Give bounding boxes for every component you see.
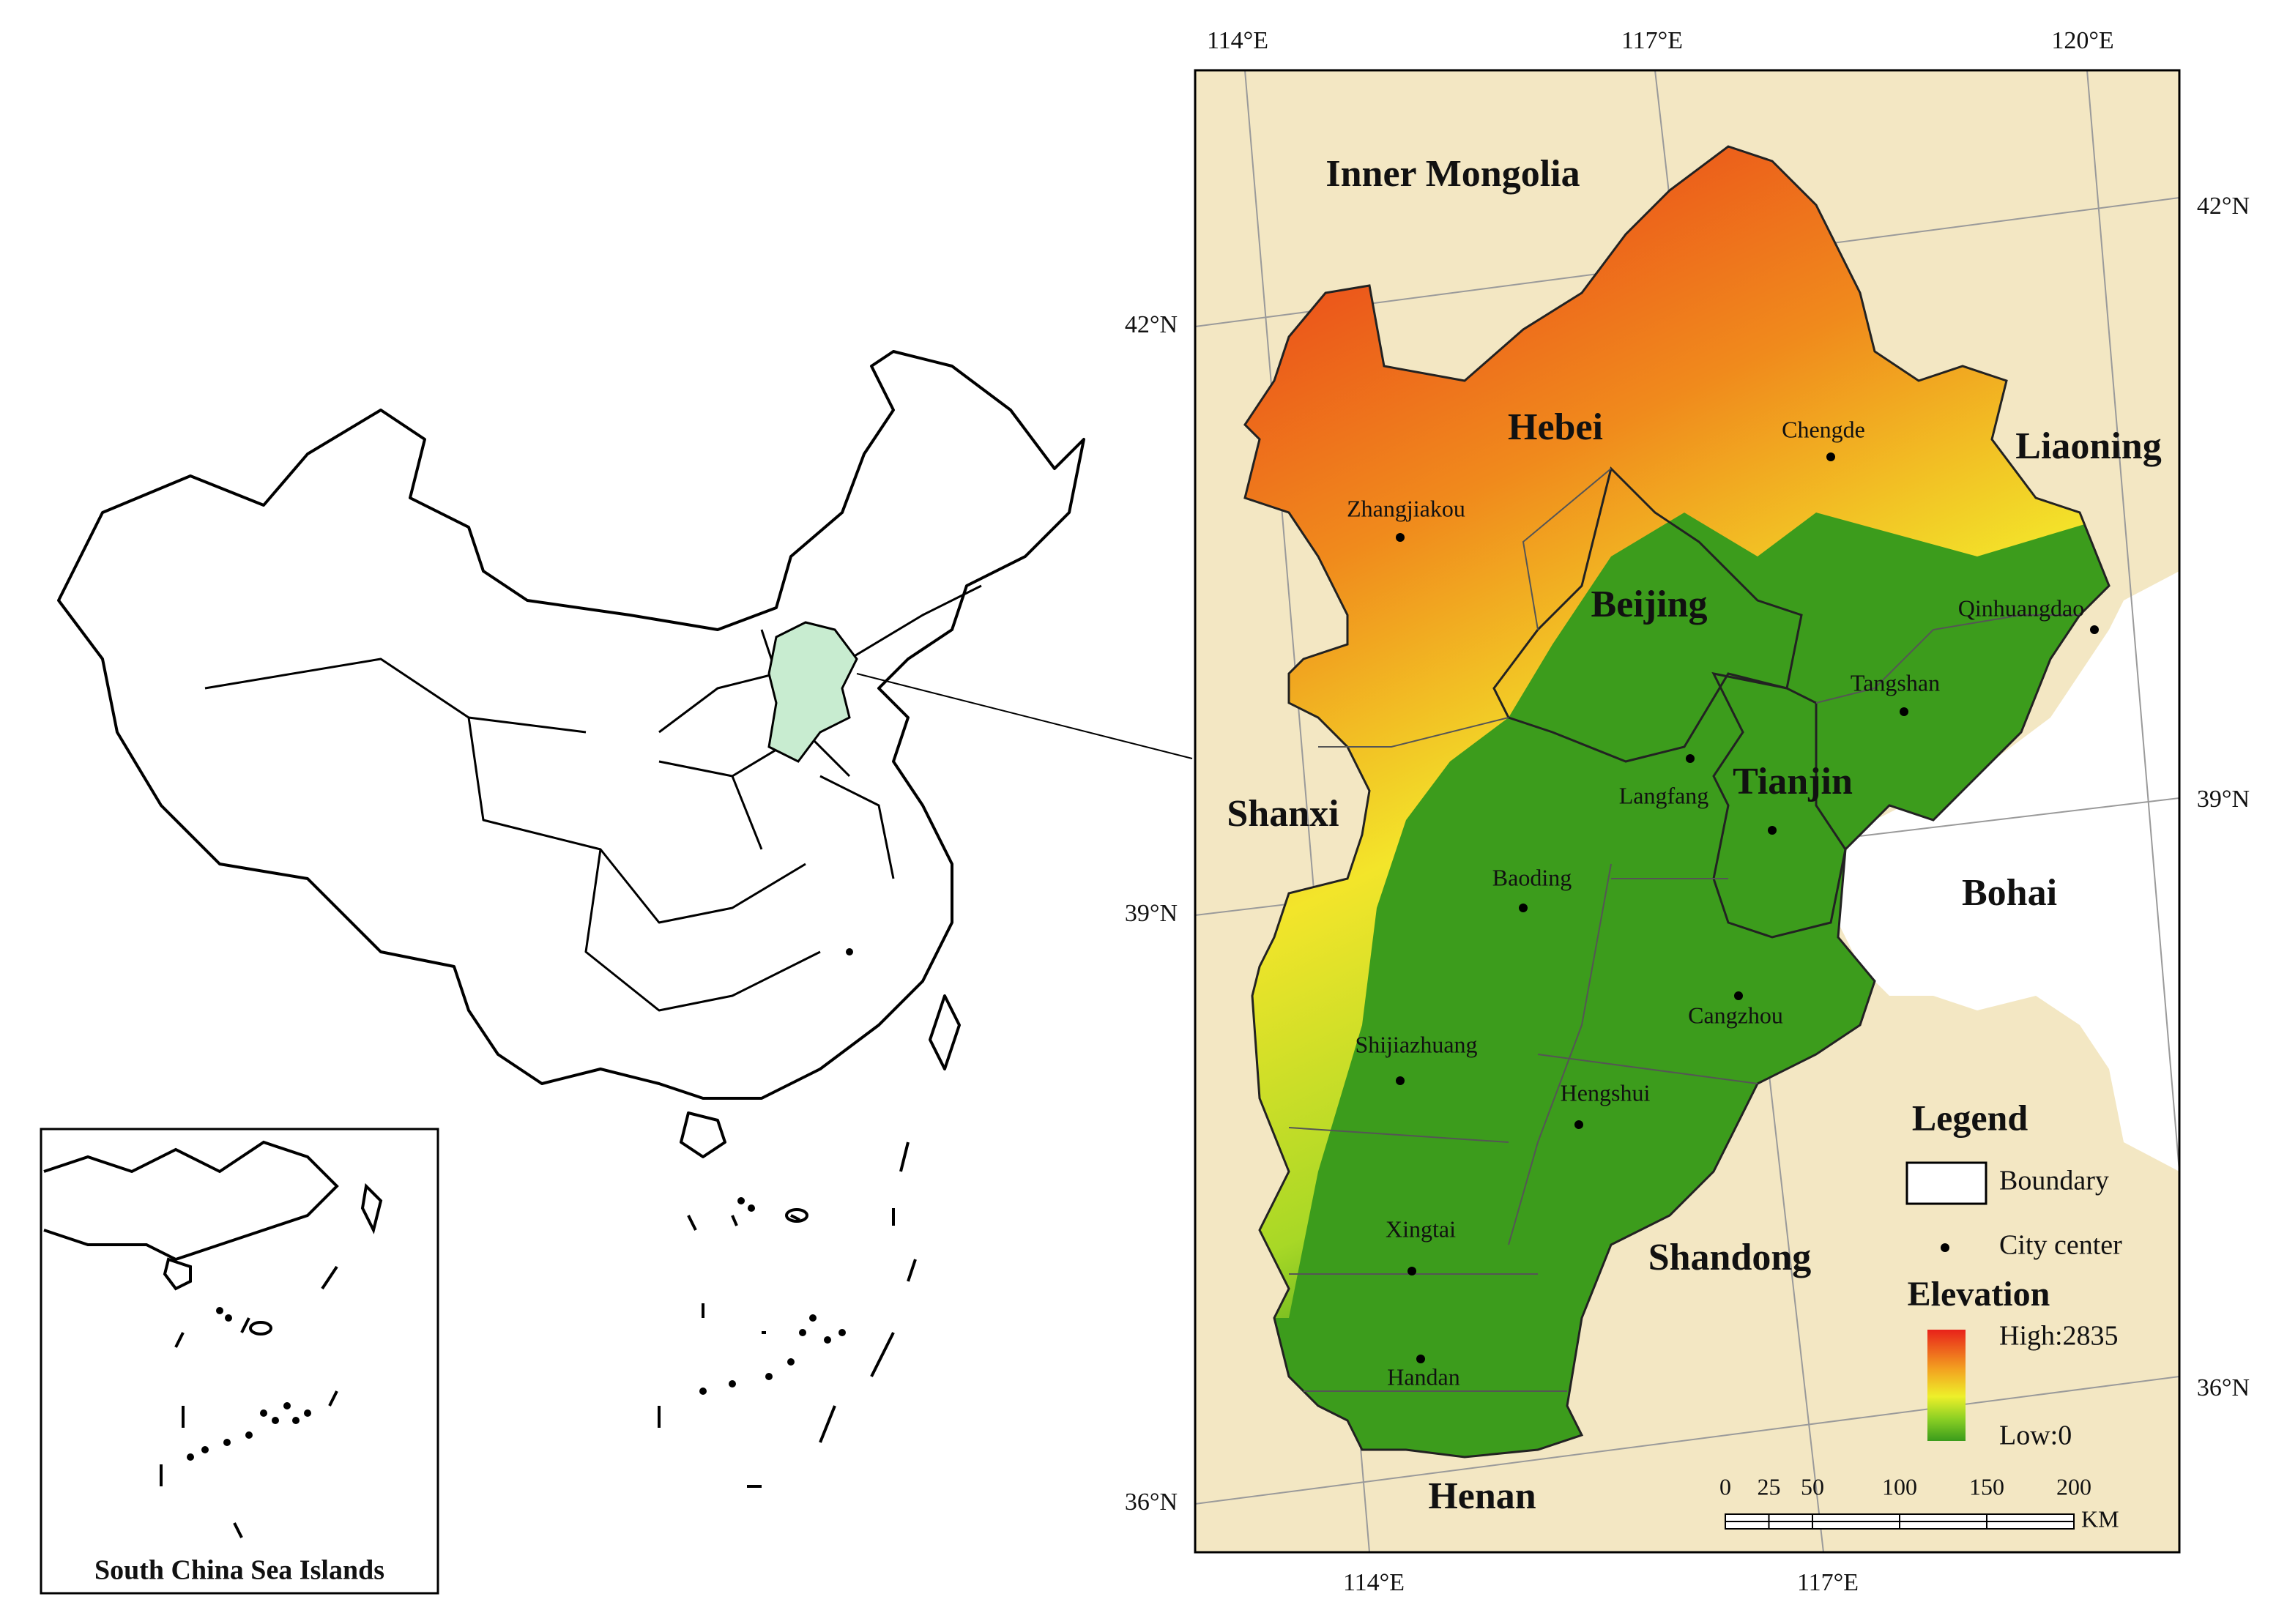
- region-label: Tianjin: [1733, 761, 1853, 802]
- china-map: [57, 350, 1085, 1158]
- study-area-map: [1195, 70, 2179, 1552]
- city-dot: [1768, 826, 1777, 835]
- scale-label: 50: [1801, 1473, 1824, 1500]
- inset-map: [43, 1140, 383, 1538]
- city-dot: [1826, 452, 1835, 461]
- elevation-colorbar: [1927, 1330, 1966, 1441]
- inset-frame: [40, 1128, 439, 1595]
- map-frame: [1194, 69, 2181, 1554]
- city-dot: [1396, 1076, 1405, 1085]
- city-dot: [2090, 625, 2099, 634]
- right-graticule-label: 36°N: [2197, 1374, 2250, 1401]
- city-dot: [1574, 1120, 1583, 1129]
- scale-unit: KM: [2081, 1505, 2119, 1532]
- top-graticule-label: 120°E: [2051, 27, 2113, 54]
- city-label: Cangzhou: [1688, 1002, 1783, 1028]
- city-label: Tangshan: [1851, 669, 1940, 696]
- region-label: Beijing: [1591, 584, 1708, 625]
- bohai-sea: [1831, 571, 2179, 1172]
- city-label: Qinhuangdao: [1958, 595, 2084, 621]
- region-label: Hebei: [1508, 406, 1603, 448]
- region-label: Shanxi: [1227, 793, 1339, 835]
- region-label: Bohai: [1962, 872, 2057, 914]
- region-label: Inner Mongolia: [1325, 153, 1580, 195]
- connector-line: [856, 673, 1193, 759]
- legend-boundary-swatch: [1905, 1161, 1987, 1205]
- city-label: Hengshui: [1561, 1079, 1651, 1106]
- islands: [658, 1141, 917, 1488]
- top-graticule-label: 117°E: [1621, 27, 1683, 54]
- legend-city: City center: [1999, 1230, 2122, 1261]
- hebei-highlight: [767, 621, 858, 763]
- city-label: Zhangjiakou: [1347, 495, 1465, 521]
- legend-low: Low:0: [1999, 1420, 2072, 1451]
- legend-title: Legend: [1912, 1097, 2028, 1138]
- inset-island-dots: [187, 1307, 311, 1461]
- city-dot: [1900, 707, 1908, 716]
- bottom-graticule-label: 114°E: [1343, 1569, 1405, 1596]
- scale-label: 0: [1719, 1473, 1731, 1500]
- region-label: Henan: [1428, 1475, 1536, 1517]
- right-graticule-label: 42°N: [2197, 193, 2250, 220]
- city-dot: [1519, 904, 1528, 912]
- scale-label: 150: [1969, 1473, 2004, 1500]
- top-graticule-label: 114°E: [1207, 27, 1268, 54]
- left-graticule-label: 42°N: [1125, 311, 1178, 338]
- city-dot: [1396, 533, 1405, 542]
- bottom-graticule-label: 117°E: [1797, 1569, 1859, 1596]
- city-label: Xingtai: [1386, 1215, 1456, 1242]
- right-graticule-label: 39°N: [2197, 786, 2250, 813]
- city-label: Chengde: [1782, 416, 1865, 442]
- city-label: Baoding: [1492, 864, 1572, 890]
- region-label: Liaoning: [2015, 425, 2161, 467]
- legend-elevation-title: Elevation: [1908, 1275, 2050, 1314]
- legend-boundary: Boundary: [1999, 1166, 2109, 1196]
- city-dot: [1416, 1355, 1425, 1363]
- scale-label: 200: [2056, 1473, 2091, 1500]
- city-label: Handan: [1387, 1363, 1460, 1390]
- left-graticule-label: 39°N: [1125, 900, 1178, 927]
- city-dot: [1686, 754, 1695, 763]
- scale-label: 25: [1758, 1473, 1781, 1500]
- left-graticule-label: 36°N: [1125, 1489, 1178, 1516]
- city-label: Langfang: [1619, 782, 1709, 808]
- inset-title: South China Sea Islands: [94, 1555, 384, 1586]
- city-dot: [1407, 1267, 1416, 1275]
- region-label: Shandong: [1648, 1237, 1812, 1278]
- legend-city-dot: [1941, 1243, 1949, 1252]
- legend-high: High:2835: [1999, 1321, 2119, 1352]
- island-dots: [699, 948, 853, 1395]
- city-dot: [1734, 991, 1743, 1000]
- scale-label: 100: [1882, 1473, 1917, 1500]
- city-label: Shijiazhuang: [1355, 1031, 1477, 1057]
